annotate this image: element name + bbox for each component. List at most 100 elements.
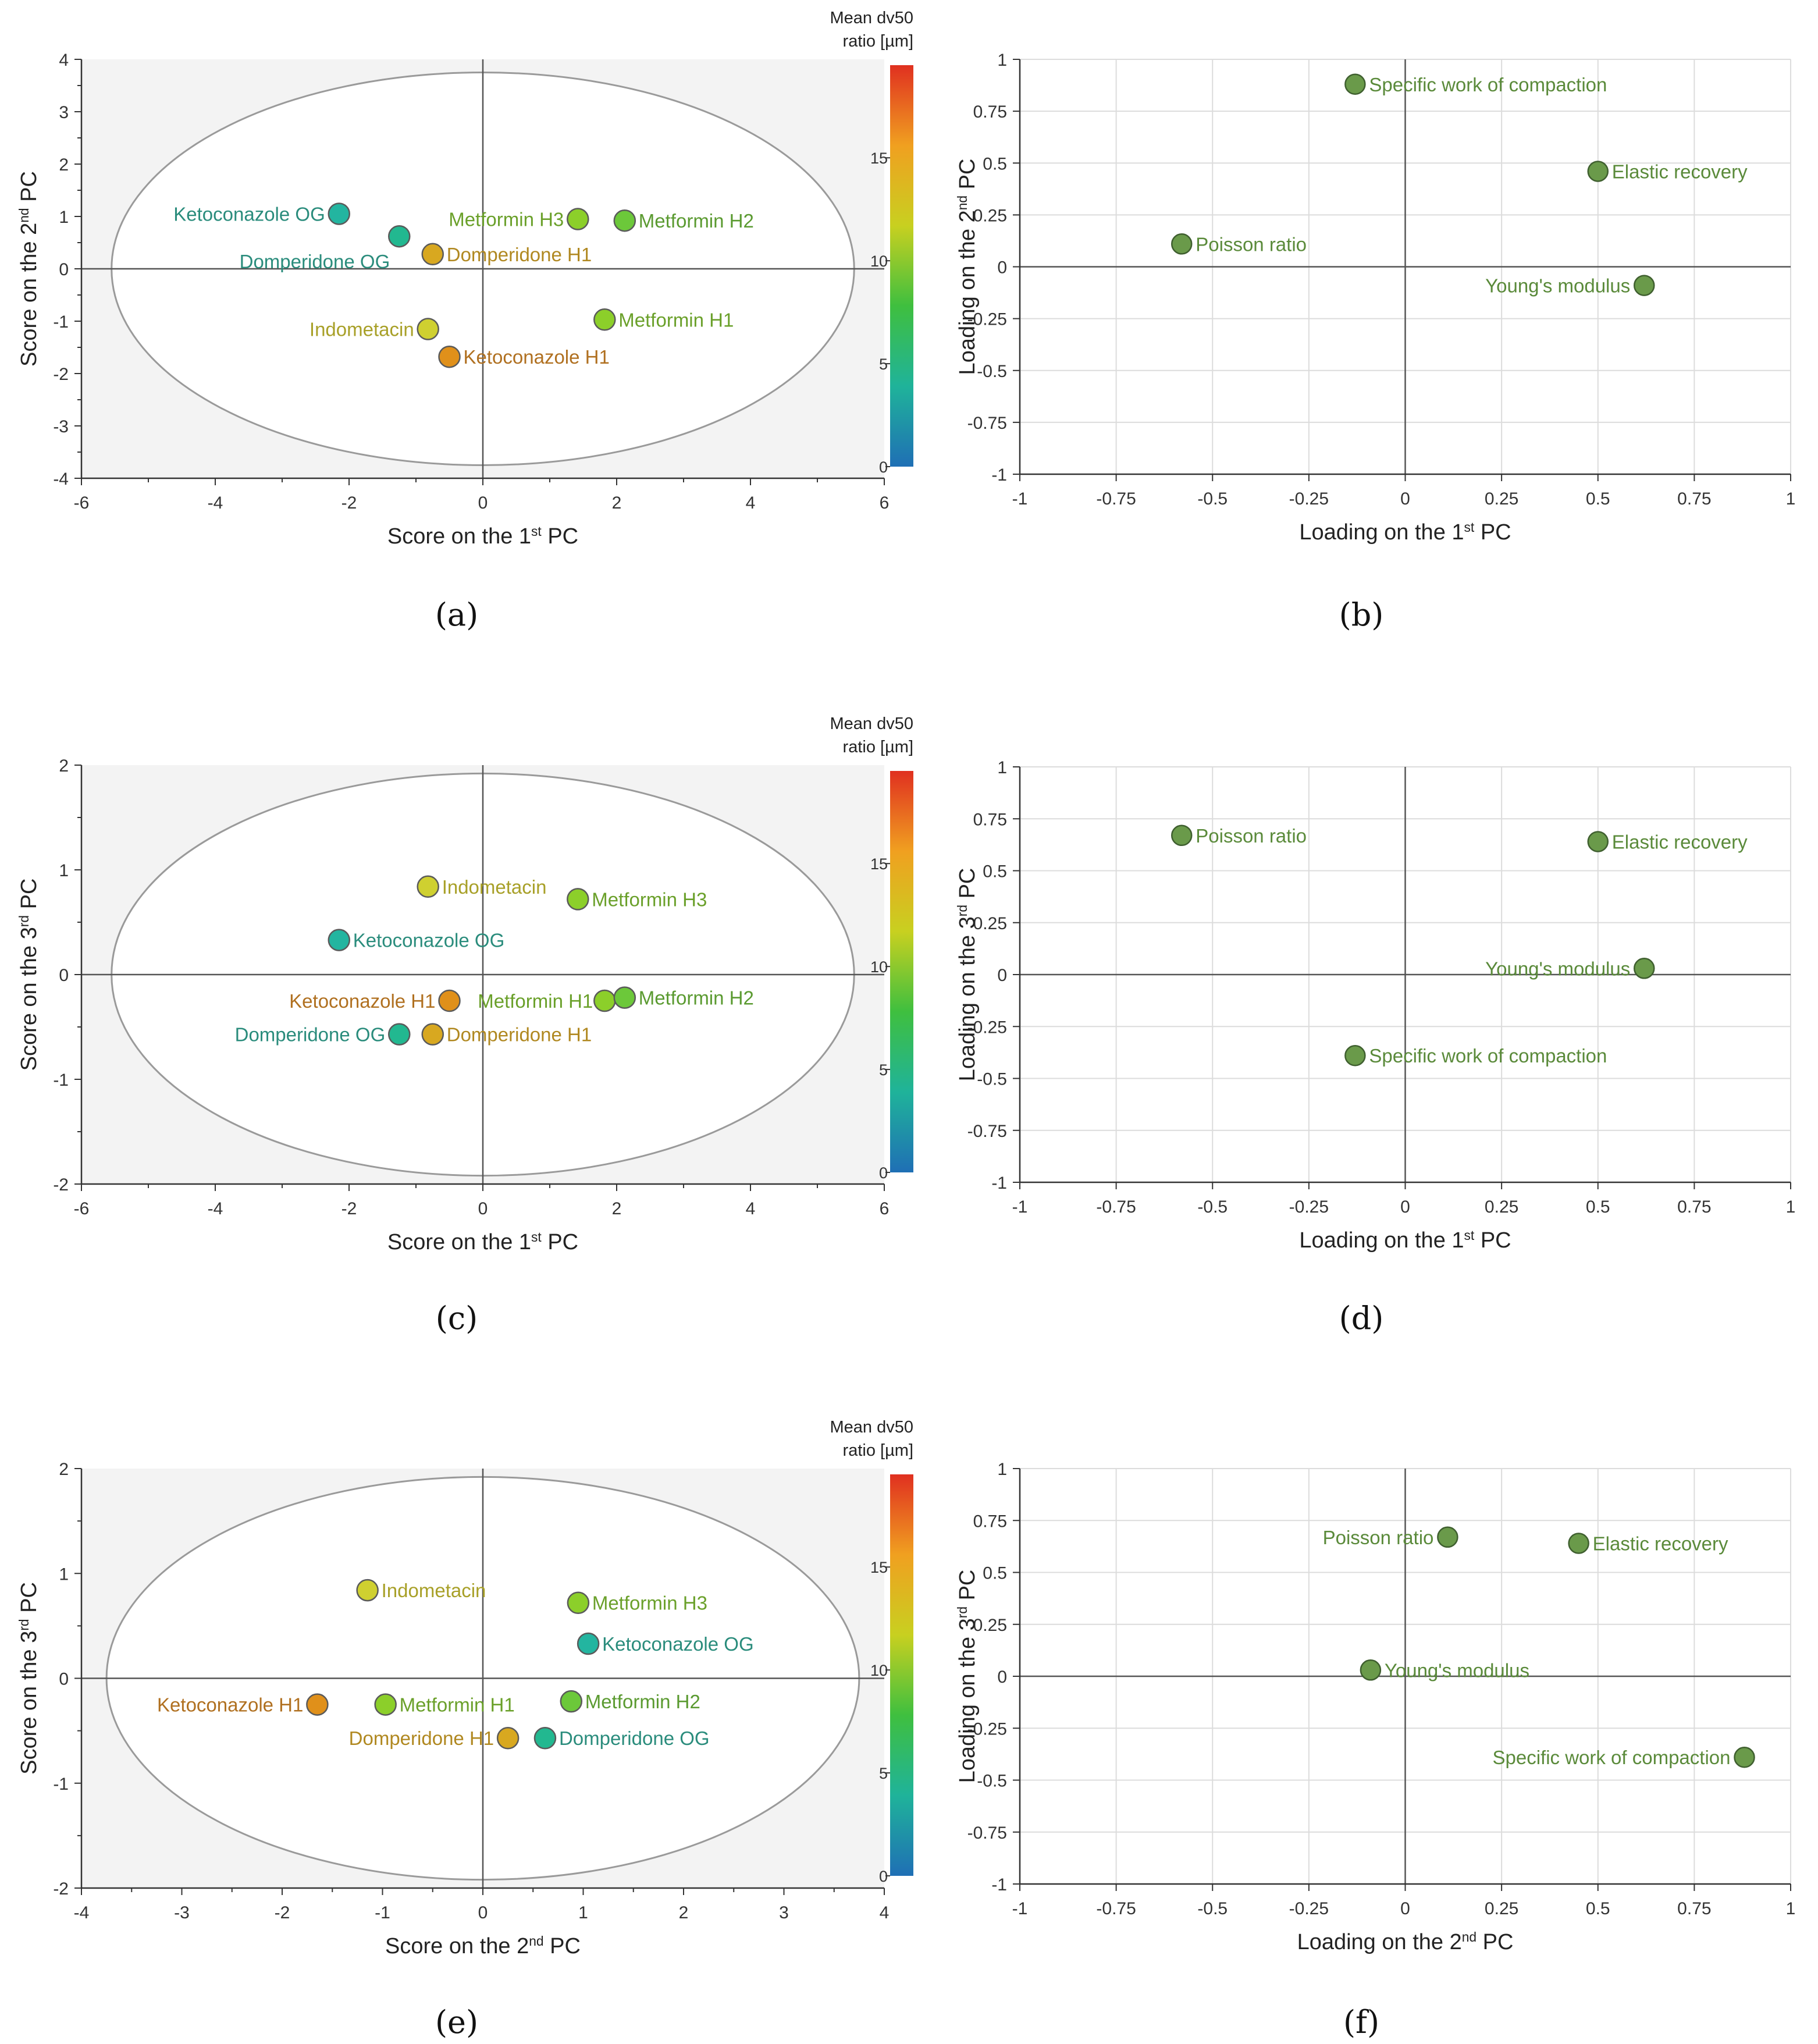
loading-point xyxy=(1568,1533,1589,1554)
point-label: Ketoconazole OG xyxy=(173,204,325,225)
x-tick-label: -0.25 xyxy=(1289,1197,1329,1217)
point-label: Domperidone OG xyxy=(235,1024,386,1046)
x-tick-label: -3 xyxy=(174,1903,190,1922)
y-tick-label: 0 xyxy=(59,966,69,985)
loading-point xyxy=(1360,1659,1382,1681)
colorbar-scale xyxy=(890,65,913,467)
y-tick-label: 0.75 xyxy=(973,102,1007,122)
x-tick-label: -2 xyxy=(275,1903,290,1922)
data-point xyxy=(374,1693,397,1716)
data-point-group: Indometacin xyxy=(309,318,439,340)
data-point-group: Metformin H1 xyxy=(593,308,734,331)
colorbar-tick-label: 15 xyxy=(870,1559,888,1576)
data-point-group: Domperidone H1 xyxy=(421,1023,592,1046)
data-point-group: Domperidone OG xyxy=(235,1023,411,1046)
colorbar-title-line1: Mean dv50 xyxy=(830,714,914,733)
loading-point xyxy=(1437,1526,1458,1548)
x-tick-label: -1 xyxy=(1012,1197,1028,1217)
y-tick-label: -2 xyxy=(53,1879,69,1899)
point-label: Ketoconazole OG xyxy=(353,930,505,951)
colorbar: Mean dv50 ratio [µm] 0 5 10 15 xyxy=(830,714,914,1182)
y-tick-label: -0.75 xyxy=(967,1122,1007,1141)
point-label: Ketoconazole H1 xyxy=(289,990,435,1012)
data-point-group: Ketoconazole H1 xyxy=(157,1693,329,1716)
x-tick-label: 2 xyxy=(612,1199,622,1218)
x-tick-label: -1 xyxy=(375,1903,390,1922)
colorbar-scale xyxy=(890,771,913,1172)
y-tick-label: 0 xyxy=(59,260,69,279)
data-point xyxy=(613,209,636,232)
data-point-group: Indometacin xyxy=(356,1579,486,1602)
data-point-group: Poisson ratio xyxy=(1323,1526,1458,1548)
x-tick-label: -0.75 xyxy=(1096,1197,1136,1217)
y-tick-label: -1 xyxy=(53,312,69,332)
y-tick-label: 0.25 xyxy=(973,1616,1007,1635)
data-point xyxy=(438,345,461,368)
data-point-group: Domperidone OG xyxy=(240,225,411,272)
x-tick-label: 2 xyxy=(679,1903,689,1922)
data-point-group: Metformin H2 xyxy=(613,209,754,232)
x-tick-label: -6 xyxy=(74,1199,90,1218)
data-point-group: Domperidone OG xyxy=(533,1726,710,1750)
colorbar-tick-label: 5 xyxy=(879,1765,888,1782)
y-tick-label: 4 xyxy=(59,51,69,70)
data-point xyxy=(356,1579,379,1602)
y-tick-label: -0.25 xyxy=(967,1719,1007,1739)
loading-point xyxy=(1734,1746,1755,1768)
y-tick-label: 1 xyxy=(997,758,1007,777)
data-point xyxy=(593,989,616,1012)
y-tick-label: 0 xyxy=(59,1670,69,1689)
y-tick-label: 0 xyxy=(997,966,1007,985)
y-tick-label: -2 xyxy=(53,1175,69,1195)
loading-point xyxy=(1344,1044,1366,1067)
y-tick-label: 0.25 xyxy=(973,914,1007,933)
x-tick-label: 0.25 xyxy=(1485,1197,1518,1217)
point-label: Metformin H2 xyxy=(585,1691,700,1712)
y-tick-label: -3 xyxy=(53,417,69,436)
data-point-group: Ketoconazole H1 xyxy=(438,345,610,368)
x-tick-label: -4 xyxy=(208,1199,223,1218)
x-axis-title: Loading on the 2nd PC xyxy=(1297,1929,1514,1954)
y-tick-label: 2 xyxy=(59,756,69,776)
colorbar-scale xyxy=(890,1474,913,1876)
loading-point xyxy=(1344,73,1366,95)
point-label: Metformin H2 xyxy=(639,210,754,232)
y-tick-label: -0.25 xyxy=(967,310,1007,329)
x-tick-label: -0.25 xyxy=(1289,489,1329,509)
data-point-group: Metformin H3 xyxy=(449,208,589,230)
panel-label-e: (e) xyxy=(435,2004,478,2041)
data-point xyxy=(593,308,616,331)
x-tick-label: 0 xyxy=(478,1199,488,1218)
x-tick-label: 6 xyxy=(880,493,890,513)
colorbar-tick-label: 15 xyxy=(870,855,888,873)
x-tick-label: -0.5 xyxy=(1197,1197,1228,1217)
y-axis-title: Score on the 3rd PC xyxy=(16,879,41,1071)
x-tick-label: 3 xyxy=(779,1903,789,1922)
y-tick-label: 0.75 xyxy=(973,810,1007,829)
x-tick-label: 0.5 xyxy=(1586,1899,1610,1918)
y-tick-label: -1 xyxy=(53,1071,69,1090)
x-tick-label: -0.75 xyxy=(1096,1899,1136,1918)
colorbar-tick-label: 5 xyxy=(879,1061,888,1079)
x-axis-title: Score on the 1st PC xyxy=(387,524,578,549)
data-point-group: Elastic recovery xyxy=(1568,1533,1728,1555)
y-tick-label: -4 xyxy=(53,470,69,489)
x-tick-label: 0 xyxy=(478,493,488,513)
data-point xyxy=(388,225,411,248)
x-tick-label: -1 xyxy=(1012,489,1028,509)
panel-label-c: (c) xyxy=(436,1300,478,1336)
x-tick-label: 0.5 xyxy=(1586,489,1610,509)
y-tick-label: 0.5 xyxy=(983,154,1007,173)
data-point xyxy=(567,208,589,230)
point-label: Metformin H2 xyxy=(639,987,754,1009)
data-point xyxy=(328,202,350,225)
data-point-group: Domperidone H1 xyxy=(349,1726,520,1750)
y-axis-title: Loading on the 3rd PC xyxy=(955,1570,980,1783)
y-tick-label: 0.75 xyxy=(973,1512,1007,1531)
y-tick-label: -1 xyxy=(991,465,1007,485)
y-tick-label: 0 xyxy=(997,258,1007,278)
data-point-group: Metformin H1 xyxy=(478,989,616,1012)
panel-label-f: (f) xyxy=(1343,2004,1379,2041)
